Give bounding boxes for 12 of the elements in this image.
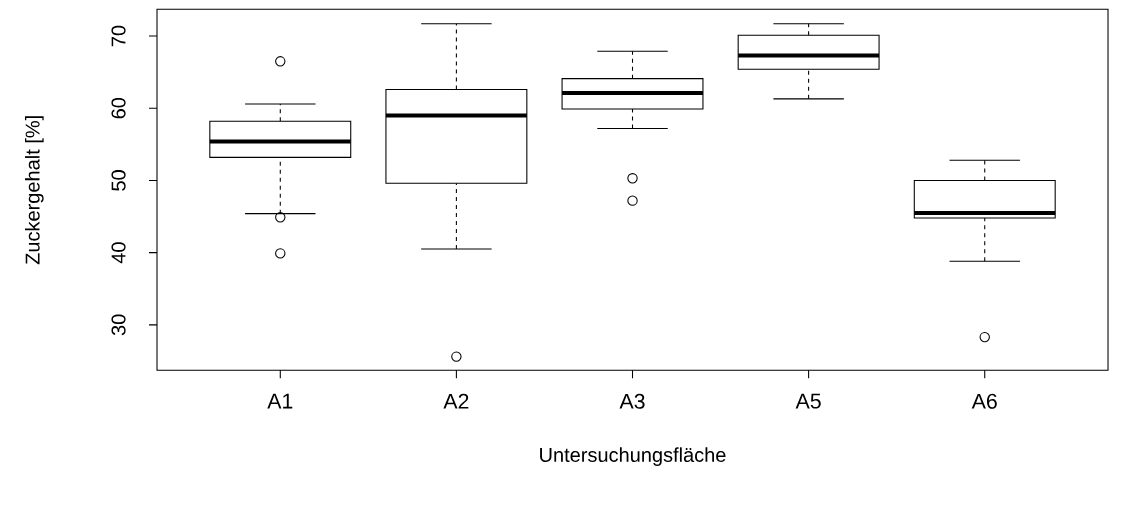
x-tick-label: A1 — [267, 393, 293, 409]
x-tick-label: A5 — [795, 393, 821, 409]
y-tick-label: 60 — [111, 97, 126, 119]
x-tick-label: A3 — [619, 393, 645, 409]
y-tick-label: 70 — [111, 25, 126, 47]
x-tick-label: A6 — [971, 393, 997, 409]
y-axis-title: Zuckergehalt [%] — [25, 116, 44, 265]
x-tick-label: A2 — [443, 393, 469, 409]
y-tick-label: 30 — [111, 314, 126, 336]
y-tick-label: 40 — [111, 242, 126, 264]
y-tick-label: 50 — [111, 170, 126, 191]
x-axis-title: Untersuchungsfläche — [540, 447, 726, 466]
